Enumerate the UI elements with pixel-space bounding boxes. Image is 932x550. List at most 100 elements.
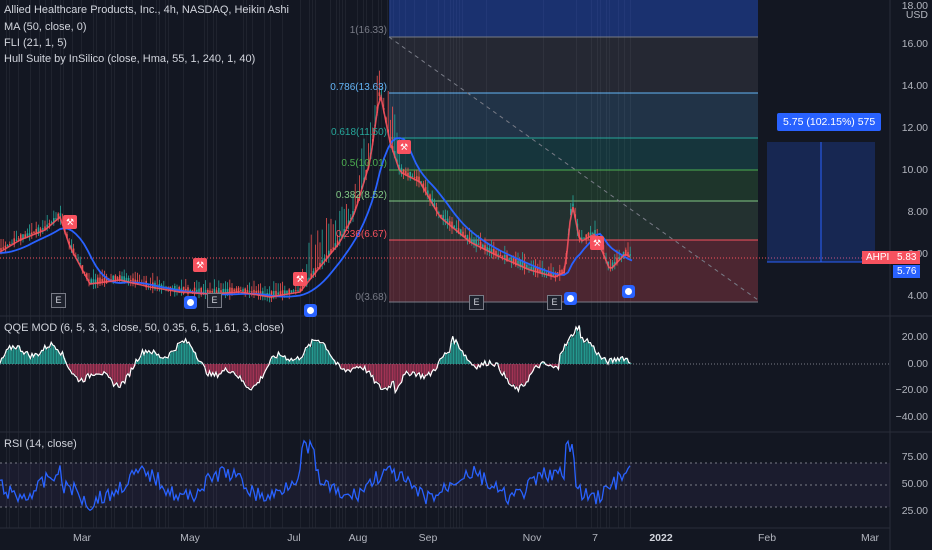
session-band <box>387 0 388 528</box>
qqe-bar <box>184 343 186 364</box>
candle-body <box>279 291 282 296</box>
candle-body <box>11 242 13 244</box>
qqe-bar <box>36 354 39 364</box>
legend-rsi[interactable]: RSI (14, close) <box>4 438 77 450</box>
qqe-bar <box>124 364 127 383</box>
candle-body <box>526 264 528 269</box>
qqe-bar <box>459 348 461 364</box>
candle-body <box>237 287 240 293</box>
qqe-bar <box>465 355 467 364</box>
qqe-bar <box>462 351 464 364</box>
qqe-bar <box>9 346 11 364</box>
dividend-badge-icon[interactable] <box>184 296 197 309</box>
qqe-bar <box>393 364 395 381</box>
legend-fli[interactable]: FLI (21, 1, 5) <box>4 37 67 49</box>
qqe-bar <box>219 364 221 374</box>
candle-body <box>517 260 519 265</box>
qqe-line <box>0 325 631 395</box>
fib-label-0[interactable]: 0(3.68) <box>355 292 387 303</box>
qqe-bar <box>395 364 397 392</box>
session-band <box>114 0 115 528</box>
earnings-badge[interactable]: E <box>469 295 484 310</box>
qqe-bar <box>584 343 586 364</box>
candle-body <box>99 277 101 284</box>
hammer-signal-icon[interactable]: ⚒ <box>397 140 411 154</box>
qqe-bar <box>94 364 96 375</box>
qqe-bar <box>25 352 27 364</box>
candle-body <box>411 175 414 177</box>
candle-body <box>55 218 57 220</box>
qqe-bar <box>536 364 538 366</box>
qqe-bar <box>353 364 355 368</box>
candle-body <box>224 288 227 294</box>
candle-body <box>508 258 510 260</box>
legend-qqe[interactable]: QQE MOD (6, 5, 3, 3, close, 50, 0.35, 6,… <box>4 322 285 334</box>
qqe-bar <box>137 361 139 364</box>
fib-label-0382[interactable]: 0.382(8.52) <box>335 190 387 201</box>
fib-label-0236[interactable]: 0.236(6.67) <box>335 229 387 240</box>
fib-label-05[interactable]: 0.5(10.01) <box>341 158 387 169</box>
candle-body <box>440 214 442 217</box>
candle-body <box>312 270 315 276</box>
candle-body <box>345 226 348 228</box>
candle-body <box>127 278 130 282</box>
candle-body <box>92 279 95 284</box>
fib-label-1[interactable]: 1(16.33) <box>349 25 387 36</box>
candle-body <box>512 258 515 264</box>
candle-body <box>6 244 9 246</box>
qqe-bar <box>368 364 370 372</box>
fib-label-0618[interactable]: 0.618(11.50) <box>331 127 387 138</box>
candle-body <box>35 228 37 235</box>
measure-tool-label[interactable]: 5.75 (102.15%) 575 <box>777 113 882 131</box>
candle-body <box>424 187 427 193</box>
earnings-badge[interactable]: E <box>207 293 222 308</box>
candle-body <box>495 251 497 255</box>
hammer-signal-icon[interactable]: ⚒ <box>590 236 604 250</box>
candle-body <box>352 211 354 217</box>
qqe-bar <box>73 364 75 374</box>
qqe-bar <box>187 344 189 364</box>
session-band <box>438 0 439 528</box>
candle-body <box>479 242 482 249</box>
dividend-badge-icon[interactable] <box>622 285 635 298</box>
qqe-bar <box>464 356 466 364</box>
price-tick-14: 14.00 <box>901 80 928 92</box>
qqe-bar <box>252 364 255 387</box>
qqe-bar <box>561 352 563 364</box>
qqe-bar <box>433 364 435 370</box>
qqe-bar <box>144 354 146 364</box>
candle-body <box>433 203 436 208</box>
session-band <box>6 0 7 528</box>
candle-body <box>400 167 403 174</box>
qqe-bar <box>617 358 619 364</box>
candle-body <box>319 262 321 268</box>
qqe-bar <box>409 364 411 376</box>
dividend-badge-icon[interactable] <box>564 292 577 305</box>
qqe-bar <box>510 364 512 384</box>
hammer-signal-icon[interactable]: ⚒ <box>193 258 207 272</box>
qqe-bar <box>537 364 539 367</box>
candle-body <box>44 226 46 230</box>
candle-body <box>240 290 242 292</box>
hammer-signal-icon[interactable]: ⚒ <box>293 272 307 286</box>
hammer-signal-icon[interactable]: ⚒ <box>63 215 77 229</box>
qqe-bar <box>70 364 72 371</box>
qqe-bar <box>424 364 426 378</box>
dividend-badge-icon[interactable] <box>304 304 317 317</box>
fib-label-0786[interactable]: 0.786(13.63) <box>330 82 387 93</box>
session-band <box>141 0 142 528</box>
earnings-badge[interactable]: E <box>547 295 562 310</box>
legend-title[interactable]: Allied Healthcare Products, Inc., 4h, NA… <box>4 4 289 16</box>
qqe-bar <box>385 364 387 387</box>
candle-body <box>611 262 614 268</box>
earnings-badge[interactable]: E <box>51 293 66 308</box>
qqe-bar <box>91 364 93 374</box>
candle-body <box>462 231 464 237</box>
legend-ma[interactable]: MA (50, close, 0) <box>4 21 87 33</box>
candle-body <box>53 218 55 223</box>
session-band <box>60 0 61 528</box>
qqe-bar <box>179 343 181 364</box>
legend-hull[interactable]: Hull Suite by InSilico (close, Hma, 55, … <box>4 53 256 65</box>
